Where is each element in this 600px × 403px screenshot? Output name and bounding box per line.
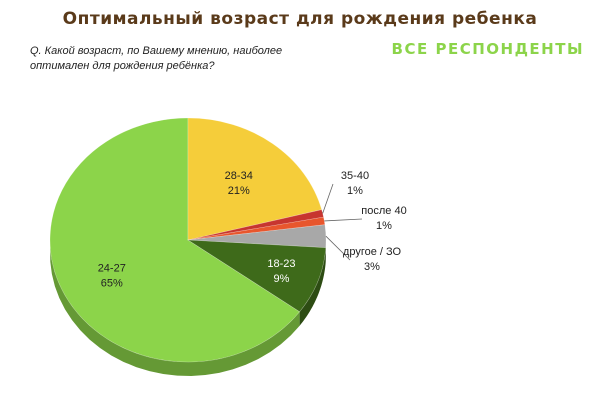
pie-labels: 24-27 65% 28-34 21% 35-40 1% после 40 1% другое … xyxy=(98,170,407,289)
data-label-value-24-27: 65% xyxy=(101,277,123,289)
data-label-category-другое-зо: другое / ЗО xyxy=(343,246,402,258)
pie-slices xyxy=(49,117,327,376)
data-label-category-35-40: 35-40 xyxy=(341,170,369,182)
pie-slice-18-23 xyxy=(186,239,327,313)
leader-line-35-40 xyxy=(322,183,334,214)
pie-slice-side-24-27 xyxy=(50,247,300,376)
data-label-category-28-34: 28-34 xyxy=(225,170,253,182)
data-label-value-35-40: 1% xyxy=(347,185,363,197)
chart-subtitle: ВСЕ РЕСПОНДЕНТЫ xyxy=(391,40,584,58)
data-label-value-18-23: 9% xyxy=(274,273,290,285)
data-label-value-другое-зо: 3% xyxy=(364,261,380,273)
data-label-category-24-27: 24-27 xyxy=(98,262,126,274)
leader-line-другое-зо xyxy=(325,235,351,261)
pie-slice-side-18-23 xyxy=(299,247,326,326)
leader-line-после-40 xyxy=(324,218,363,222)
pie-slice-24-27 xyxy=(49,117,301,363)
data-label-category-18-23: 18-23 xyxy=(267,258,295,270)
data-label-value-после-40: 1% xyxy=(376,220,392,232)
chart-title: Оптимальный возраст для рождения ребенка xyxy=(62,9,538,29)
data-label-category-после-40: после 40 xyxy=(361,205,406,217)
pie-slice-другое-зо xyxy=(187,224,327,248)
pie-slice-28-34 xyxy=(187,117,323,241)
data-label-value-28-34: 21% xyxy=(228,185,250,197)
survey-question: Q. Какой возраст, по Вашему мнению, наиб… xyxy=(30,45,283,72)
